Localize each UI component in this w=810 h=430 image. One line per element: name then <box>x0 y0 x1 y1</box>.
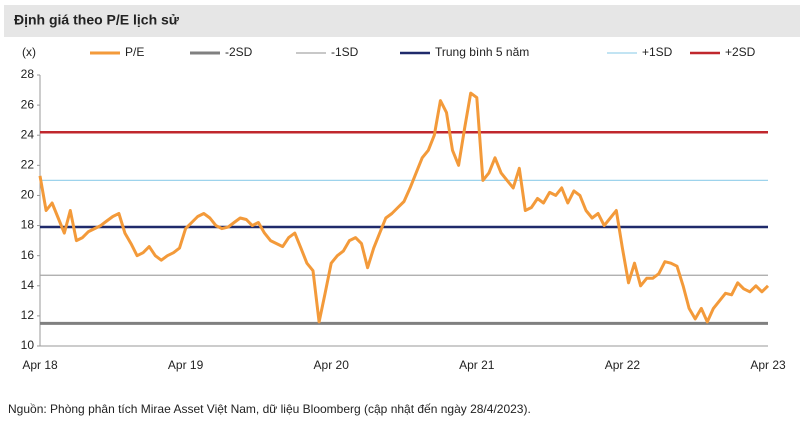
x-tick-label: Apr 19 <box>168 358 204 372</box>
y-tick-label: 22 <box>21 158 35 172</box>
chart-title: Định giá theo P/E lịch sử <box>14 12 180 28</box>
x-tick-label: Apr 23 <box>750 358 786 372</box>
legend-label: +2SD <box>725 45 756 59</box>
legend-label: -1SD <box>331 45 359 59</box>
y-tick-label: 24 <box>21 127 35 141</box>
y-tick-label: 26 <box>21 97 35 111</box>
y-axis-label: (x) <box>22 45 36 59</box>
legend-label: Trung bình 5 năm <box>435 45 529 59</box>
pe-line <box>38 91 770 324</box>
y-tick-label: 20 <box>21 188 35 202</box>
y-tick-label: 12 <box>21 308 35 322</box>
y-tick-label: 10 <box>21 338 35 352</box>
y-tick-label: 28 <box>21 67 35 81</box>
y-tick-label: 18 <box>21 218 35 232</box>
title-box <box>4 5 800 37</box>
x-tick-label: Apr 21 <box>459 358 495 372</box>
x-tick-label: Apr 20 <box>314 358 350 372</box>
x-tick-label: Apr 22 <box>605 358 641 372</box>
legend-label: +1SD <box>642 45 673 59</box>
y-tick-label: 14 <box>21 278 35 292</box>
x-tick-label: Apr 18 <box>22 358 58 372</box>
legend-label: P/E <box>125 45 144 59</box>
legend-label: -2SD <box>225 45 253 59</box>
y-tick-label: 16 <box>21 248 35 262</box>
source-note: Nguồn: Phòng phân tích Mirae Asset Việt … <box>8 402 531 416</box>
